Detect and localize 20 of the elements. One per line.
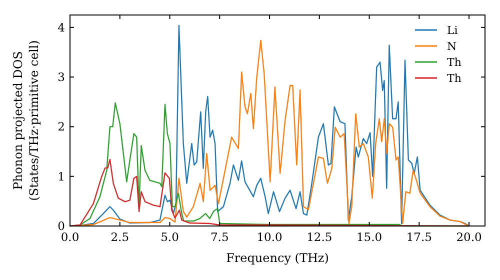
x-axis-title: Frequency (THz) — [226, 251, 329, 265]
x-tick-label: 0.0 — [60, 230, 80, 244]
x-tick-label: 5.0 — [160, 230, 179, 244]
x-tick-label: 12.5 — [306, 230, 332, 244]
x-tick-label: 20.0 — [456, 230, 482, 244]
x-tick-label: 17.5 — [406, 230, 432, 244]
legend-label: Th — [447, 56, 462, 69]
y-tick-label: 1 — [58, 169, 65, 184]
y-tick-label: 3 — [58, 70, 65, 84]
legend-label: N — [447, 40, 457, 53]
y-tick-label: 4 — [58, 20, 65, 34]
x-tick-label: 15.0 — [356, 230, 382, 244]
x-tick-label: 10.0 — [256, 230, 282, 244]
y-tick-label: 0 — [58, 219, 65, 233]
legend-label: Li — [447, 24, 458, 37]
legend-label: Th — [447, 72, 462, 85]
y-tick-label: 2 — [58, 120, 65, 134]
y-axis-title: Phonon projected DOS (States/THz·primitive cell) — [11, 40, 41, 201]
x-tick-label: 7.5 — [210, 230, 229, 244]
x-tick-label: 2.5 — [110, 230, 130, 244]
